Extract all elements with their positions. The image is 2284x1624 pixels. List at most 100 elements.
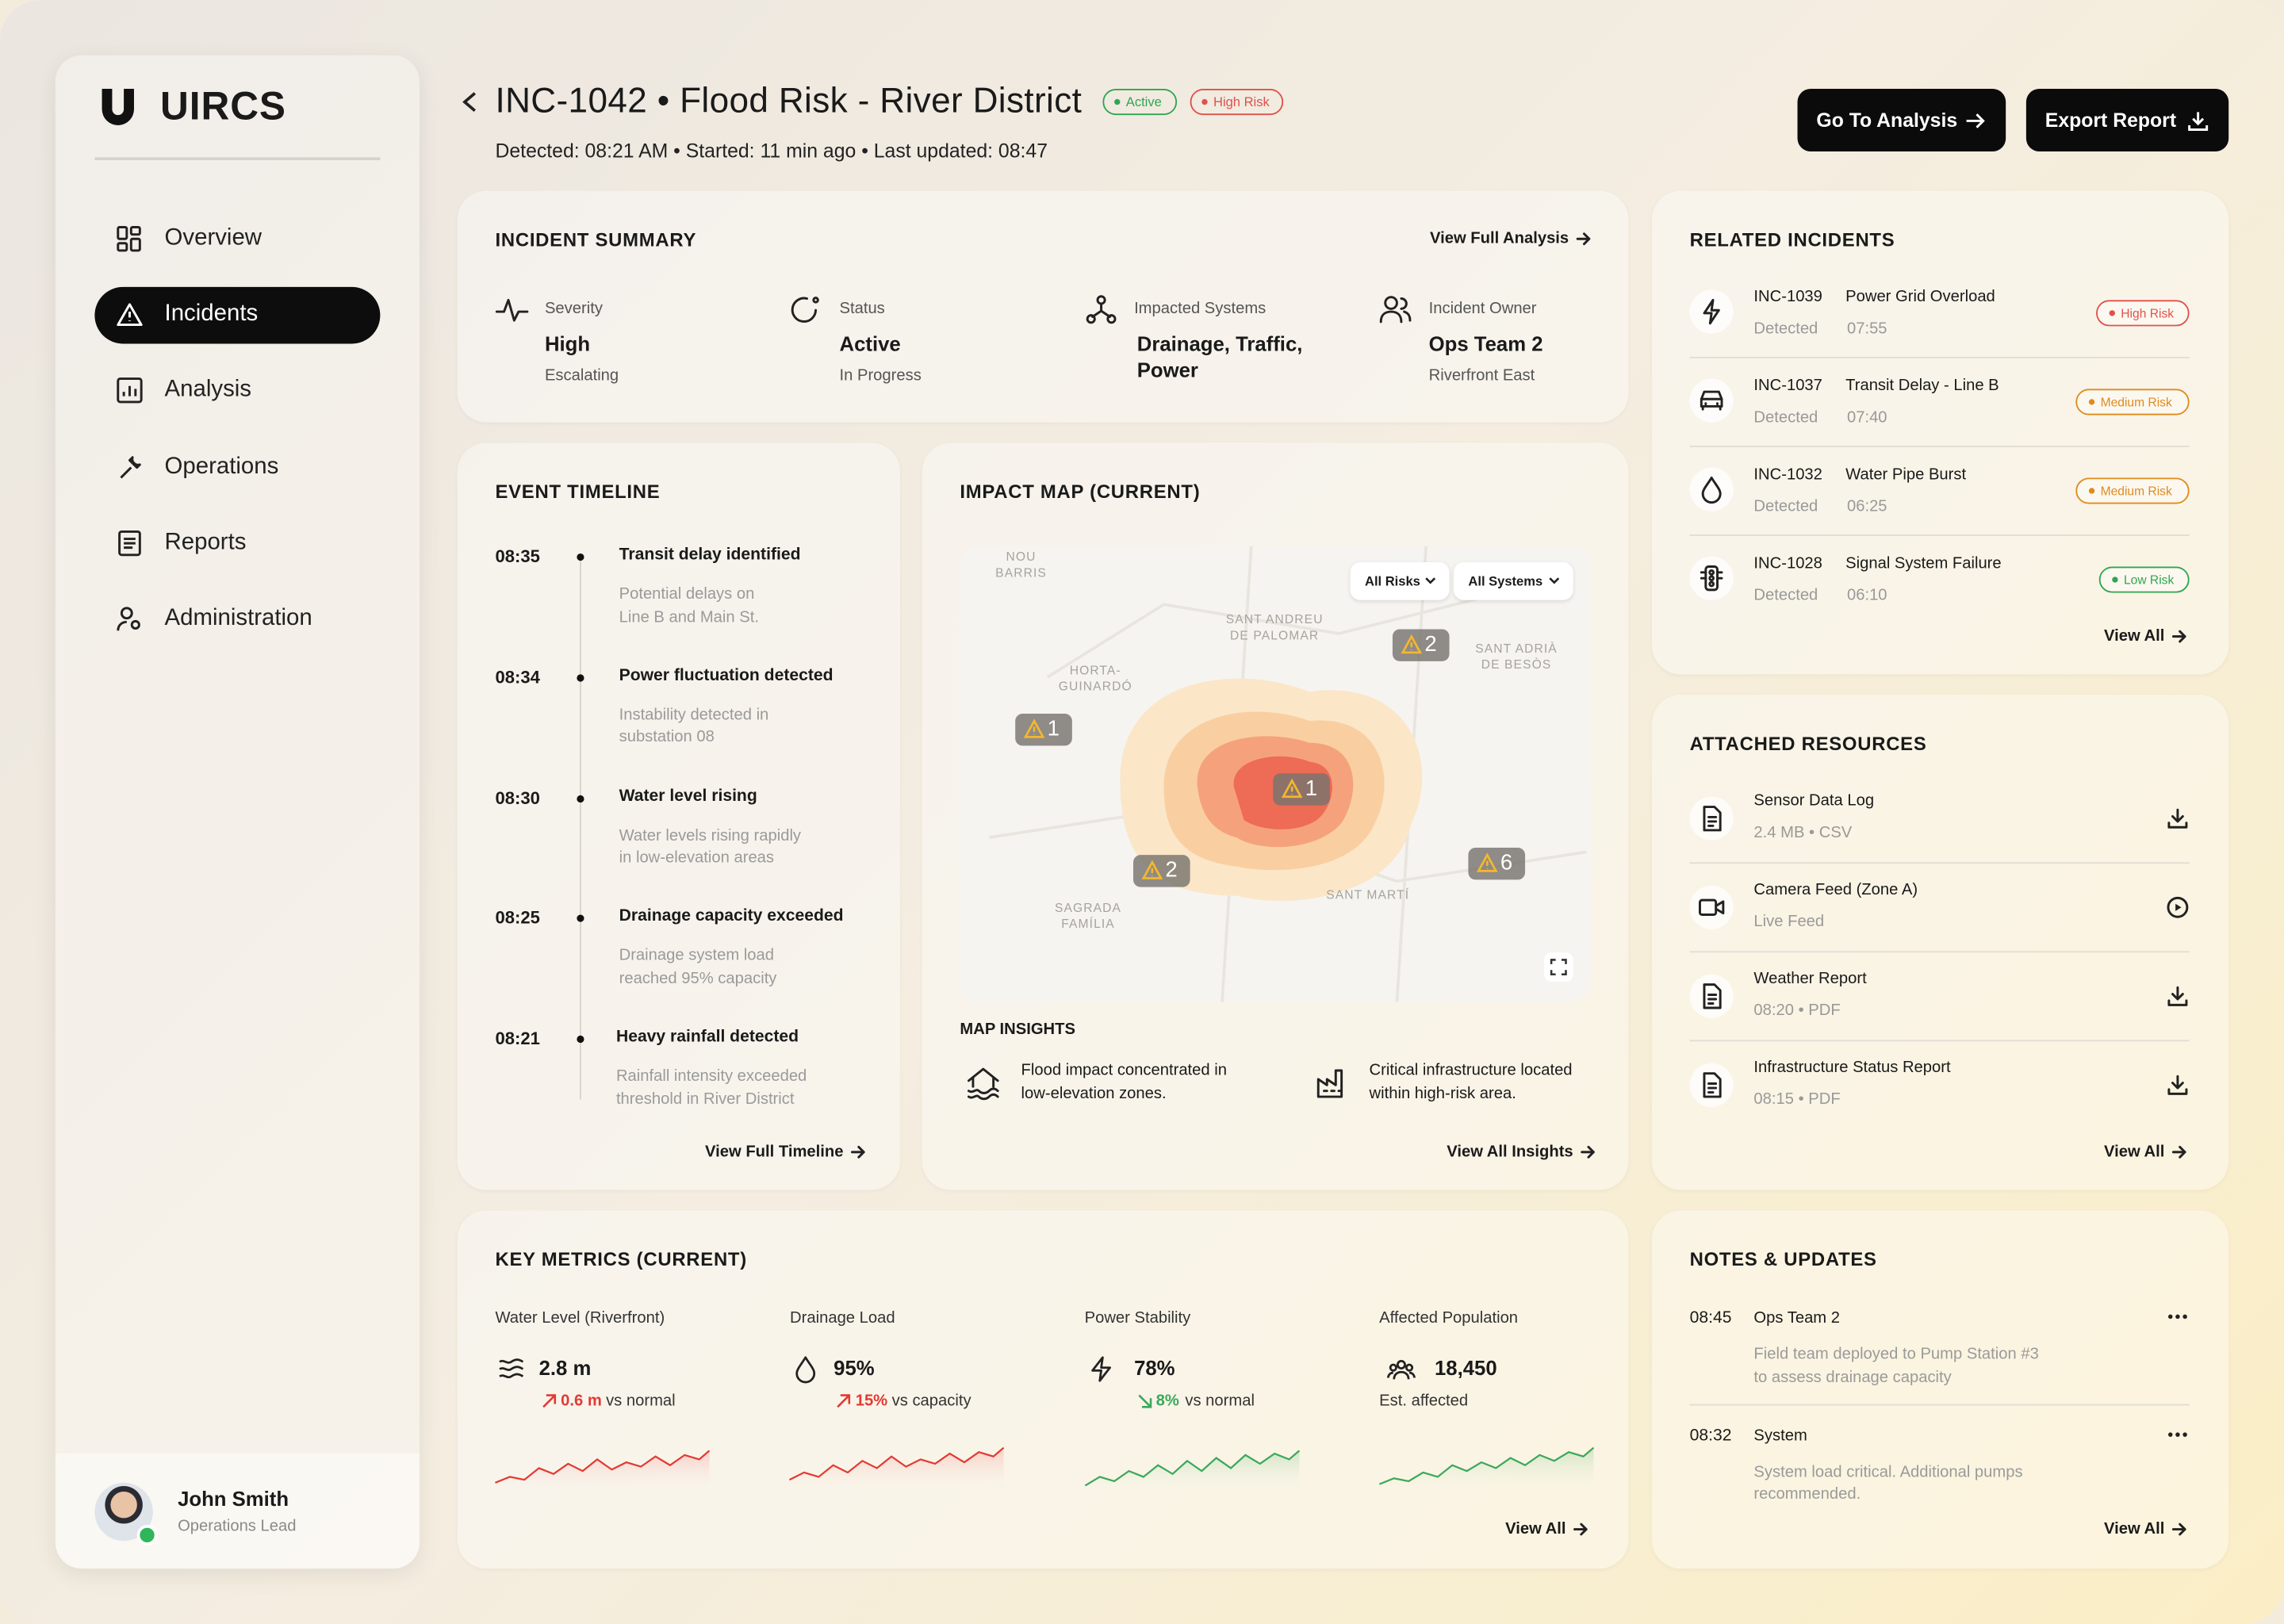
map-marker[interactable] — [1015, 714, 1072, 746]
expand-icon[interactable] — [1543, 952, 1573, 982]
map-marker[interactable] — [1132, 855, 1190, 887]
event-title: Transit delay identified — [619, 546, 801, 564]
nav-icon[interactable] — [117, 606, 143, 632]
card-title: KEY METRICS (CURRENT) — [495, 1248, 747, 1270]
sparkline — [1378, 1446, 1594, 1495]
marker-count[interactable]: 6 — [1500, 850, 1513, 875]
nav-item[interactable]: Analysis — [164, 377, 251, 403]
metric-note: vs normal — [606, 1392, 676, 1410]
nav-icon[interactable] — [117, 530, 143, 556]
summary-note: Escalating — [544, 366, 619, 385]
link[interactable]: View Full Analysis — [1429, 230, 1569, 248]
incident-icon — [1700, 565, 1723, 592]
event-dot — [577, 795, 584, 802]
action-label[interactable]: Export Report — [2044, 109, 2177, 132]
incident-id[interactable]: INC-1039 — [1753, 288, 1822, 306]
nav-item[interactable]: Administration — [164, 606, 312, 631]
incident-icon — [1701, 476, 1722, 504]
nav-item[interactable]: Reports — [164, 530, 247, 555]
sparkline — [789, 1446, 1005, 1495]
nav-icon[interactable] — [117, 454, 143, 480]
incident-name[interactable]: Transit Delay - Line B — [1845, 377, 1999, 395]
incident-icon — [1700, 390, 1723, 411]
map-marker[interactable] — [1468, 847, 1526, 880]
warning-icon — [1141, 860, 1163, 879]
event-dot — [577, 553, 584, 561]
event-detail: Water levels rising rapidly in low-eleva… — [619, 826, 802, 868]
summary-icon — [495, 298, 529, 322]
metric-label: Power Stability — [1084, 1309, 1191, 1327]
nav-icon[interactable] — [117, 377, 143, 404]
event-dot — [577, 674, 584, 682]
insight-icon — [967, 1067, 999, 1101]
nav-icon[interactable] — [117, 226, 143, 252]
button-icon[interactable] — [2188, 111, 2209, 132]
back-icon[interactable] — [460, 90, 481, 113]
resource-name[interactable]: Sensor Data Log — [1753, 792, 1875, 810]
resource-action[interactable] — [2166, 896, 2189, 919]
metric-value: 78% — [1134, 1356, 1175, 1380]
warning-icon — [1476, 852, 1498, 872]
marker-count[interactable]: 2 — [1424, 632, 1437, 657]
chevron[interactable] — [1548, 576, 1560, 585]
marker-count[interactable]: 2 — [1165, 857, 1178, 883]
link[interactable]: View All — [2104, 627, 2165, 645]
card-title: RELATED INCIDENTS — [1689, 228, 1895, 251]
icon-bg — [1689, 974, 1734, 1018]
sidebar — [55, 55, 420, 1569]
link[interactable]: View All Insights — [1447, 1143, 1573, 1161]
incident-id[interactable]: INC-1032 — [1753, 465, 1822, 484]
more-menu[interactable] — [2167, 1314, 2188, 1320]
nav-item[interactable]: Incidents — [164, 301, 259, 327]
incident-name[interactable]: Water Pipe Burst — [1845, 465, 1967, 484]
resource-icon — [1703, 983, 1722, 1009]
event-time: 08:35 — [495, 546, 540, 567]
map-marker[interactable] — [1273, 773, 1330, 806]
nav-icon[interactable] — [117, 302, 143, 328]
link[interactable]: View All — [1505, 1520, 1566, 1538]
incident-id[interactable]: INC-1037 — [1753, 377, 1822, 395]
marker-count[interactable]: 1 — [1305, 776, 1318, 802]
incident-label: Detected — [1753, 320, 1818, 339]
resource-name[interactable]: Camera Feed (Zone A) — [1753, 881, 1918, 899]
nav-active-bg[interactable] — [94, 287, 381, 344]
button-icon[interactable] — [1965, 111, 1986, 132]
event-time: 08:30 — [495, 787, 540, 808]
resource-action[interactable] — [2166, 1074, 2189, 1097]
map-marker[interactable] — [1392, 629, 1450, 661]
event-time: 08:25 — [495, 908, 540, 929]
insight-text: Flood impact concentrated in low-elevati… — [1021, 1061, 1227, 1102]
incident-id[interactable]: INC-1028 — [1753, 554, 1822, 573]
chevron[interactable] — [1424, 576, 1436, 585]
resource-name[interactable]: Weather Report — [1753, 970, 1867, 988]
incident-name[interactable]: Power Grid Overload — [1845, 288, 1995, 306]
link[interactable]: View All — [2104, 1143, 2165, 1161]
delta-icon — [542, 1394, 557, 1408]
resource-meta: 2.4 MB • CSV — [1753, 824, 1853, 842]
icon-bg — [1689, 1063, 1734, 1107]
resource-name[interactable]: Infrastructure Status Report — [1753, 1059, 1951, 1077]
resource-action[interactable] — [2166, 807, 2189, 830]
nav-item[interactable]: Overview — [164, 225, 263, 251]
link[interactable]: View All — [2104, 1520, 2165, 1538]
marker-count[interactable]: 1 — [1047, 716, 1060, 741]
incident-time: 06:10 — [1846, 587, 1887, 605]
row-divider — [1689, 446, 2190, 447]
arrow-icon — [1576, 232, 1591, 246]
link[interactable]: View Full Timeline — [705, 1143, 844, 1161]
filter-label[interactable]: All Systems — [1468, 573, 1543, 589]
event-detail: Drainage system load reached 95% capacit… — [619, 947, 777, 988]
user-role: Operations Lead — [178, 1517, 297, 1535]
filter-label[interactable]: All Risks — [1365, 573, 1420, 589]
more-menu[interactable] — [2167, 1431, 2188, 1437]
summary-label: Incident Owner — [1428, 300, 1537, 318]
incident-name[interactable]: Signal System Failure — [1845, 554, 2002, 573]
resource-action[interactable] — [2166, 985, 2189, 1008]
notes-card — [1651, 1210, 2229, 1569]
action-label[interactable]: Go To Analysis — [1816, 109, 1958, 132]
metric-note: vs normal — [1185, 1392, 1255, 1410]
metrics-card — [457, 1210, 1629, 1569]
metric-icon — [1386, 1360, 1416, 1380]
nav-item[interactable]: Operations — [164, 454, 279, 479]
